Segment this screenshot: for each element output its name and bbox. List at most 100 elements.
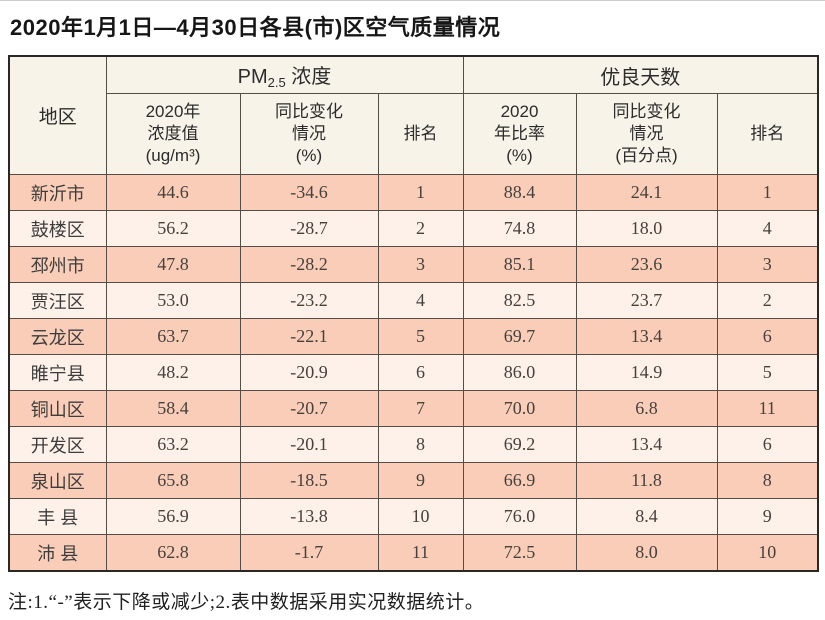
table-row: 邳州市 47.8 -28.2 3 85.1 23.6 3 <box>8 246 819 283</box>
pm-value-cell: 58.4 <box>105 390 241 427</box>
days-ratio-cell: 72.5 <box>462 534 577 572</box>
pm-rank-cell: 11 <box>377 534 464 572</box>
pm-change-cell: -34.6 <box>239 174 379 211</box>
table-row: 睢宁县 48.2 -20.9 6 86.0 14.9 5 <box>8 354 819 391</box>
table-row: 鼓楼区 56.2 -28.7 2 74.8 18.0 4 <box>8 210 819 247</box>
header-days-change: 同比变化 情况 (百分点) <box>575 93 718 175</box>
header-pm-value: 2020年 浓度值 (ug/m³) <box>105 93 241 175</box>
days-change-cell: 23.7 <box>575 282 718 319</box>
pm-rank-cell: 9 <box>377 462 464 499</box>
page-title: 2020年1月1日—4月30日各县(市)区空气质量情况 <box>10 15 501 40</box>
pm-rank-cell: 8 <box>377 426 464 463</box>
footnote: 注:1.“-”表示下降或减少;2.表中数据采用实况数据统计。 <box>8 592 485 613</box>
days-change-cell: 13.4 <box>575 426 718 463</box>
pm-rank-cell: 4 <box>377 282 464 319</box>
pm-change-cell: -22.1 <box>239 318 379 355</box>
header-pm-change: 同比变化 情况 (%) <box>239 93 379 175</box>
pm-change-cell: -28.7 <box>239 210 379 247</box>
header-days-ratio: 2020 年比率 (%) <box>462 93 577 175</box>
days-rank-cell: 6 <box>716 426 819 463</box>
pm-value-cell: 48.2 <box>105 354 241 391</box>
pm-rank-cell: 2 <box>377 210 464 247</box>
table-row: 贾汪区 53.0 -23.2 4 82.5 23.7 2 <box>8 282 819 319</box>
days-rank-cell: 4 <box>716 210 819 247</box>
region-cell: 睢宁县 <box>8 354 107 391</box>
days-ratio-cell: 66.9 <box>462 462 577 499</box>
days-change-cell: 24.1 <box>575 174 718 211</box>
pm-value-cell: 53.0 <box>105 282 241 319</box>
days-change-cell: 8.0 <box>575 534 718 572</box>
pm-change-cell: -20.9 <box>239 354 379 391</box>
days-change-cell: 18.0 <box>575 210 718 247</box>
days-ratio-cell: 74.8 <box>462 210 577 247</box>
pm-change-cell: -1.7 <box>239 534 379 572</box>
days-ratio-cell: 69.7 <box>462 318 577 355</box>
pm-change-cell: -20.7 <box>239 390 379 427</box>
header-pm-rank: 排名 <box>377 93 464 175</box>
days-rank-cell: 11 <box>716 390 819 427</box>
region-cell: 丰 县 <box>8 498 107 535</box>
air-quality-table: 地区 PM2.5 浓度 优良天数 2020年 浓度值 (ug/m³) 同比变化 … <box>8 55 820 572</box>
pm-change-cell: -20.1 <box>239 426 379 463</box>
days-change-cell: 13.4 <box>575 318 718 355</box>
header-region: 地区 <box>8 55 107 175</box>
pm-value-cell: 44.6 <box>105 174 241 211</box>
region-cell: 沛 县 <box>8 534 107 572</box>
days-rank-cell: 8 <box>716 462 819 499</box>
table-header: 地区 PM2.5 浓度 优良天数 2020年 浓度值 (ug/m³) 同比变化 … <box>8 55 819 175</box>
pm-value-cell: 56.2 <box>105 210 241 247</box>
pm-value-cell: 56.9 <box>105 498 241 535</box>
days-rank-cell: 10 <box>716 534 819 572</box>
days-ratio-cell: 85.1 <box>462 246 577 283</box>
table-row: 铜山区 58.4 -20.7 7 70.0 6.8 11 <box>8 390 819 427</box>
days-rank-cell: 5 <box>716 354 819 391</box>
pm-rank-cell: 3 <box>377 246 464 283</box>
region-cell: 邳州市 <box>8 246 107 283</box>
pm-change-cell: -28.2 <box>239 246 379 283</box>
days-ratio-cell: 69.2 <box>462 426 577 463</box>
region-cell: 泉山区 <box>8 462 107 499</box>
region-cell: 铜山区 <box>8 390 107 427</box>
days-ratio-cell: 70.0 <box>462 390 577 427</box>
pm-rank-cell: 1 <box>377 174 464 211</box>
header-days-rank: 排名 <box>716 93 819 175</box>
table-row: 丰 县 56.9 -13.8 10 76.0 8.4 9 <box>8 498 819 535</box>
pm-change-cell: -13.8 <box>239 498 379 535</box>
days-ratio-cell: 82.5 <box>462 282 577 319</box>
table-body: 新沂市 44.6 -34.6 1 88.4 24.1 1 鼓楼区 56.2 -2… <box>8 174 819 572</box>
days-rank-cell: 1 <box>716 174 819 211</box>
header-group-pm25: PM2.5 浓度 <box>105 55 464 94</box>
days-ratio-cell: 88.4 <box>462 174 577 211</box>
days-change-cell: 11.8 <box>575 462 718 499</box>
pm-rank-cell: 10 <box>377 498 464 535</box>
pm-value-cell: 65.8 <box>105 462 241 499</box>
days-ratio-cell: 86.0 <box>462 354 577 391</box>
days-change-cell: 8.4 <box>575 498 718 535</box>
pm-change-cell: -23.2 <box>239 282 379 319</box>
table-row: 新沂市 44.6 -34.6 1 88.4 24.1 1 <box>8 174 819 211</box>
region-cell: 新沂市 <box>8 174 107 211</box>
region-cell: 贾汪区 <box>8 282 107 319</box>
region-cell: 开发区 <box>8 426 107 463</box>
days-change-cell: 6.8 <box>575 390 718 427</box>
pm-change-cell: -18.5 <box>239 462 379 499</box>
table-row: 沛 县 62.8 -1.7 11 72.5 8.0 10 <box>8 534 819 572</box>
pm-value-cell: 63.2 <box>105 426 241 463</box>
days-ratio-cell: 76.0 <box>462 498 577 535</box>
table-row: 云龙区 63.7 -22.1 5 69.7 13.4 6 <box>8 318 819 355</box>
days-rank-cell: 3 <box>716 246 819 283</box>
days-rank-cell: 6 <box>716 318 819 355</box>
pm-rank-cell: 7 <box>377 390 464 427</box>
days-change-cell: 14.9 <box>575 354 718 391</box>
pm-rank-cell: 6 <box>377 354 464 391</box>
region-cell: 云龙区 <box>8 318 107 355</box>
days-rank-cell: 2 <box>716 282 819 319</box>
pm-value-cell: 47.8 <box>105 246 241 283</box>
pm-rank-cell: 5 <box>377 318 464 355</box>
pm-value-cell: 62.8 <box>105 534 241 572</box>
table-row: 开发区 63.2 -20.1 8 69.2 13.4 6 <box>8 426 819 463</box>
days-change-cell: 23.6 <box>575 246 718 283</box>
region-cell: 鼓楼区 <box>8 210 107 247</box>
pm25-label: PM2.5 浓度 <box>237 66 332 90</box>
table-row: 泉山区 65.8 -18.5 9 66.9 11.8 8 <box>8 462 819 499</box>
